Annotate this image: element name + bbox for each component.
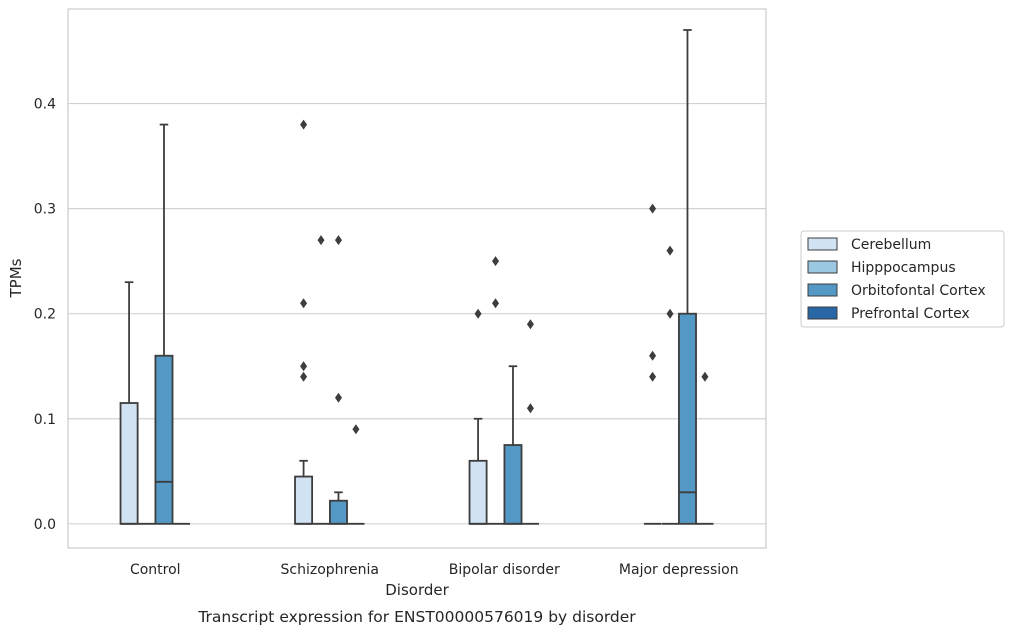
- outlier-point: [492, 256, 500, 267]
- y-tick-label: 0.1: [34, 412, 56, 428]
- box-3-1: [347, 424, 365, 525]
- box-0-3: [644, 203, 662, 525]
- legend-swatch: [807, 237, 838, 251]
- box-0-2: [468, 308, 488, 525]
- box-1-1: [312, 235, 330, 525]
- box-0-1: [294, 119, 314, 525]
- boxes: [119, 29, 714, 525]
- legend-label: Cerebellum: [851, 237, 931, 253]
- outlier-point: [300, 371, 308, 382]
- outlier-point: [526, 403, 534, 414]
- outlier-point: [334, 235, 342, 246]
- box-iqr: [468, 459, 488, 525]
- legend-swatch: [807, 260, 838, 274]
- outlier-point: [317, 235, 325, 246]
- box-2-3: [678, 29, 697, 525]
- box-iqr: [329, 499, 348, 525]
- y-tick-label: 0.4: [34, 97, 56, 113]
- outlier-point: [649, 371, 657, 382]
- x-axis-label: Disorder: [385, 581, 449, 599]
- y-tick-label: 0.2: [34, 307, 56, 323]
- box-iqr: [119, 402, 139, 525]
- y-axis-ticks: 0.0 0.1 0.2 0.3 0.4: [34, 97, 56, 533]
- outlier-point: [334, 392, 342, 403]
- box-1-2: [486, 256, 505, 525]
- x-tick-label: Control: [130, 562, 181, 578]
- box-iqr: [678, 312, 697, 525]
- box-2-1: [329, 235, 348, 525]
- outlier-point: [300, 298, 308, 309]
- legend-label: Hipppocampus: [851, 260, 956, 276]
- legend-swatch: [807, 283, 838, 297]
- outlier-point: [649, 203, 657, 214]
- outlier-point: [352, 424, 360, 435]
- legend-label: Orbitofontal Cortex: [851, 283, 986, 299]
- outlier-point: [300, 119, 308, 130]
- legend-label: Prefrontal Cortex: [851, 306, 970, 322]
- y-axis-label: TPMs: [7, 258, 25, 298]
- outlier-point: [474, 308, 482, 319]
- box-0-0: [119, 281, 139, 525]
- outlier-point: [300, 361, 308, 372]
- plot-area-frame: [67, 8, 767, 549]
- box-3-3: [696, 371, 714, 525]
- outlier-point: [701, 371, 709, 382]
- x-tick-label: Bipolar disorder: [449, 562, 560, 578]
- y-tick-label: 0.3: [34, 202, 56, 218]
- box-3-2: [521, 319, 539, 525]
- legend: Cerebellum Hipppocampus Orbitofontal Corte…: [800, 230, 1005, 328]
- box-iqr: [503, 444, 523, 525]
- outlier-point: [492, 298, 500, 309]
- outlier-point: [666, 245, 674, 256]
- outlier-point: [666, 308, 674, 319]
- x-axis-ticks: Control Schizophrenia Bipolar disorder Majo…: [130, 562, 739, 578]
- legend-swatch: [807, 306, 838, 320]
- outlier-point: [526, 319, 534, 330]
- chart-caption: Transcript expression for ENST0000057601…: [197, 608, 636, 626]
- outlier-point: [649, 350, 657, 361]
- box-2-0: [154, 123, 174, 525]
- box-1-3: [661, 245, 679, 525]
- y-tick-label: 0.0: [34, 517, 56, 533]
- x-tick-label: Schizophrenia: [281, 562, 379, 578]
- box-iqr: [154, 354, 174, 525]
- x-tick-label: Major depression: [619, 562, 739, 578]
- box-2-2: [503, 365, 523, 525]
- box-iqr: [294, 475, 314, 525]
- legend-frame: [800, 230, 1005, 328]
